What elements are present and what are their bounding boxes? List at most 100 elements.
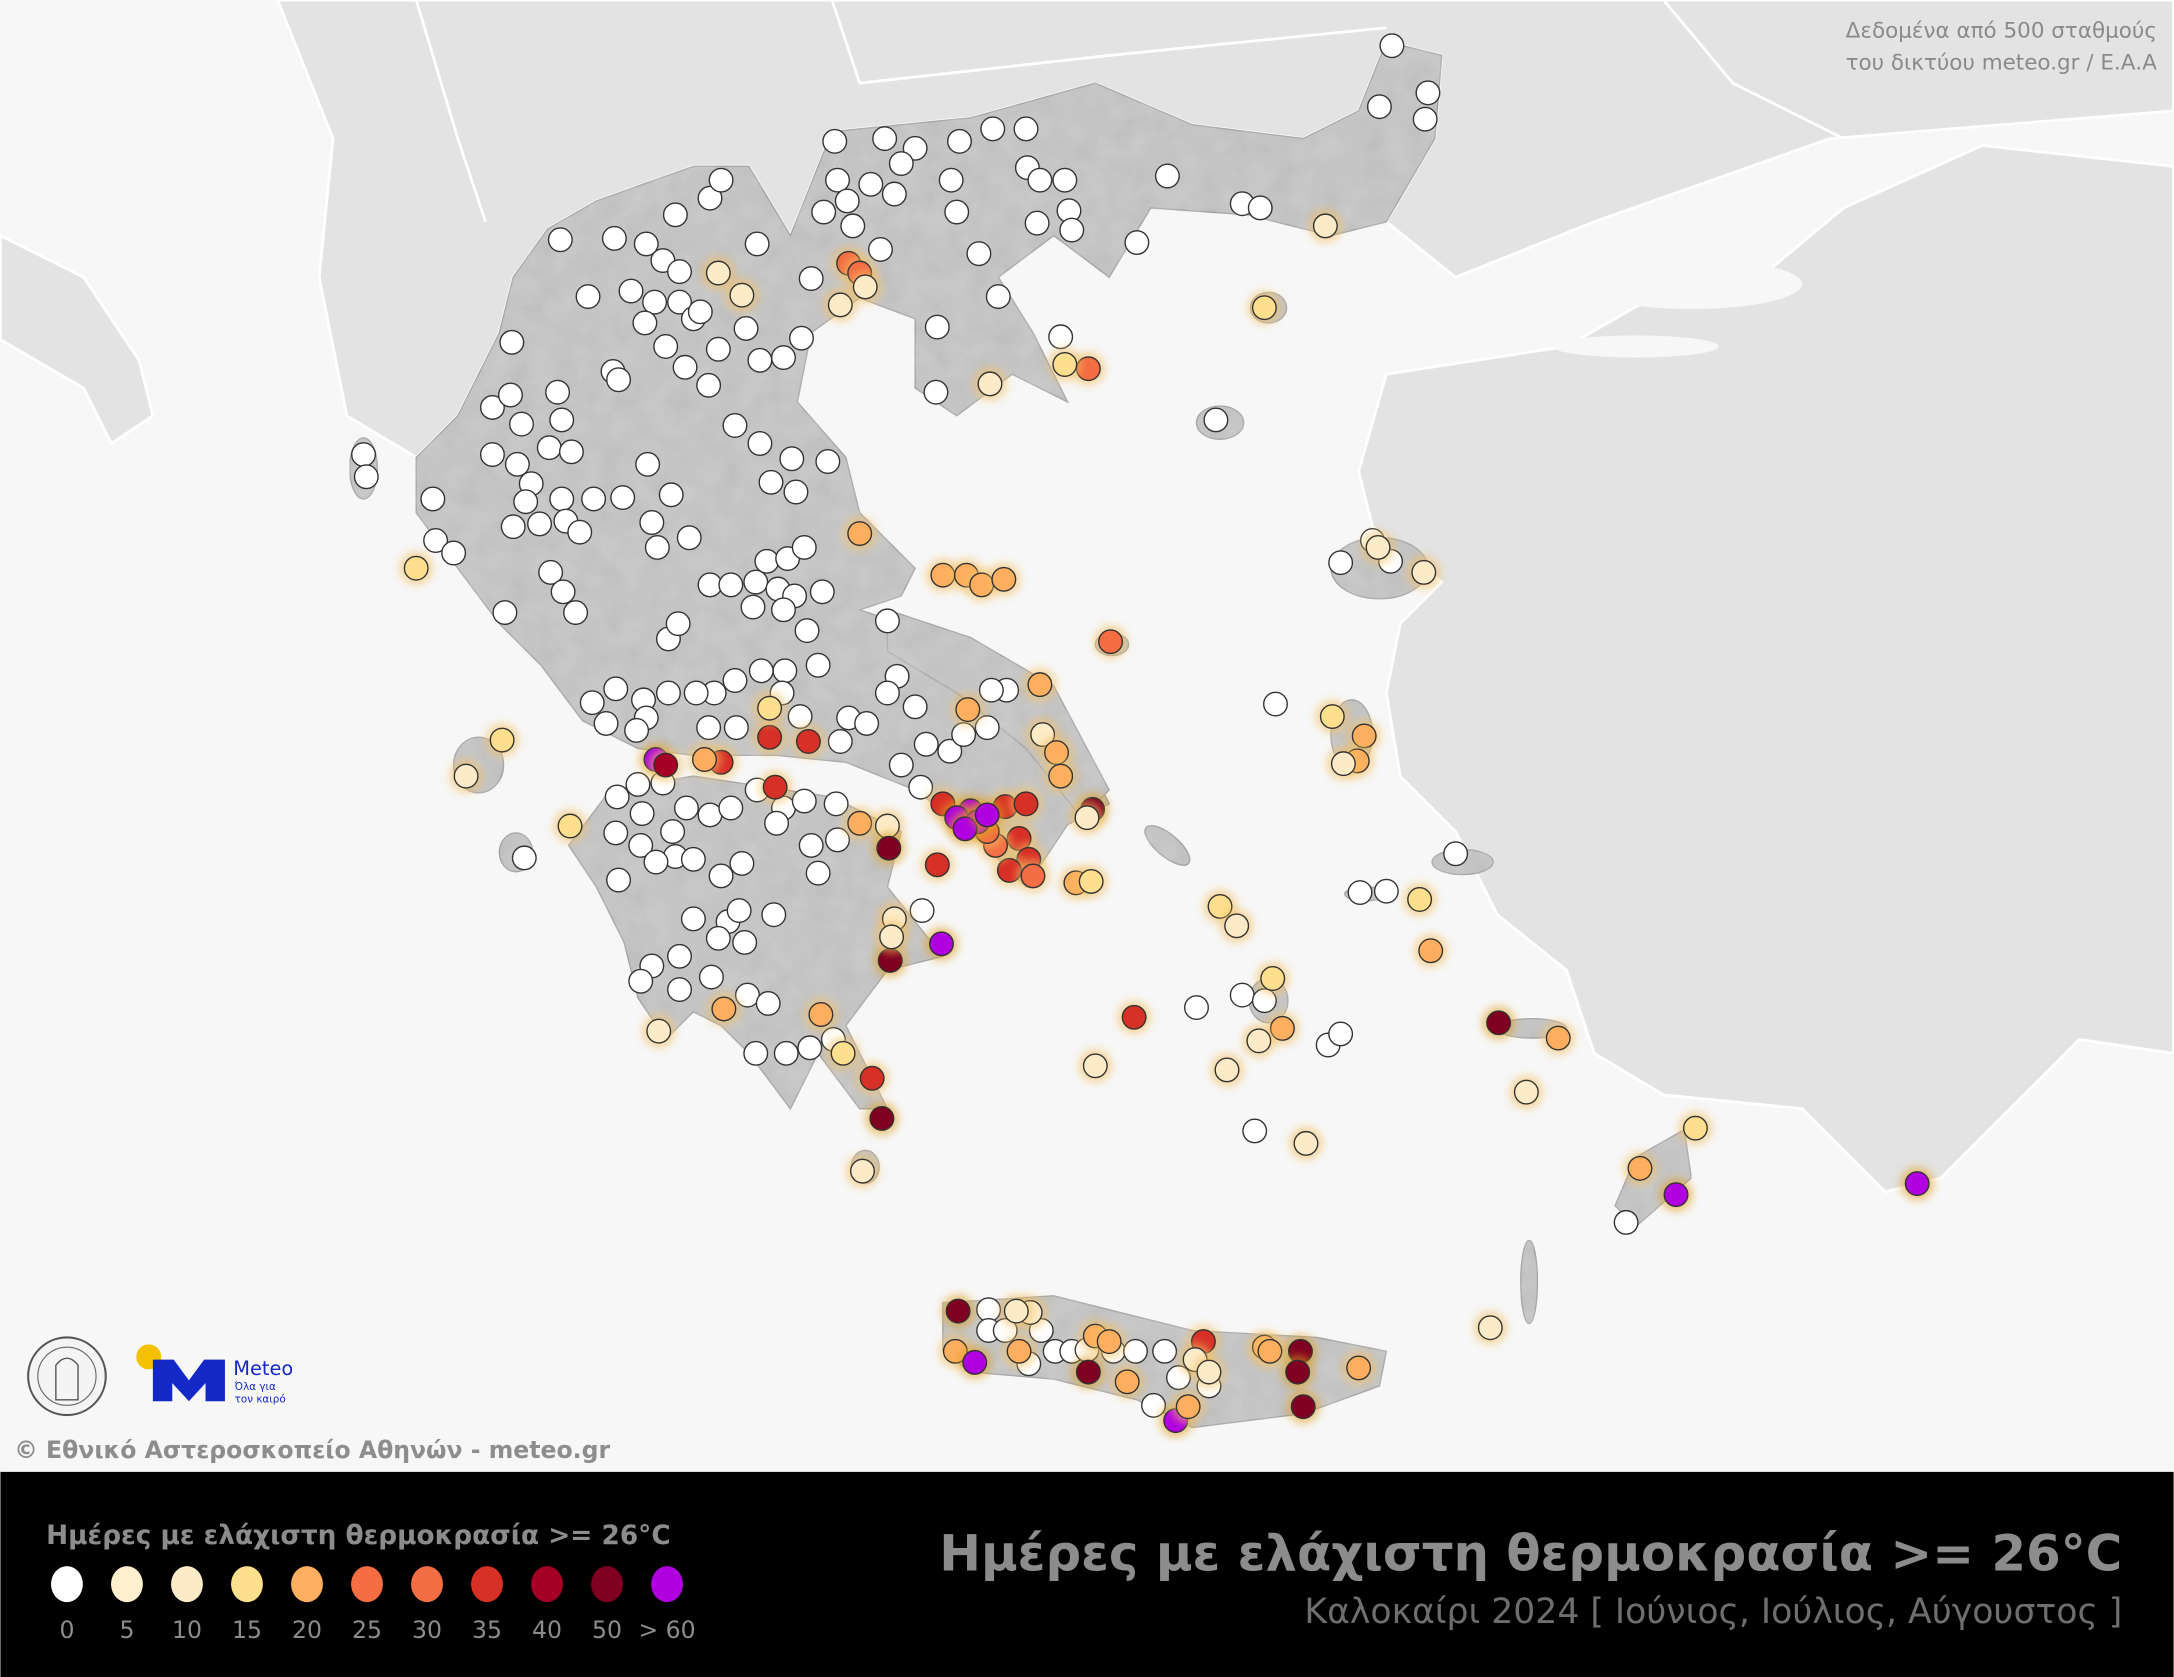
station-marker[interactable]	[509, 411, 535, 437]
station-marker[interactable]	[874, 608, 900, 634]
station-marker[interactable]	[952, 816, 978, 842]
station-marker[interactable]	[811, 199, 837, 225]
station-marker[interactable]	[859, 1065, 885, 1091]
station-marker[interactable]	[667, 259, 693, 285]
station-marker[interactable]	[834, 188, 860, 214]
station-marker[interactable]	[547, 227, 573, 253]
station-marker[interactable]	[676, 525, 702, 551]
station-marker[interactable]	[705, 925, 731, 951]
station-marker[interactable]	[680, 846, 706, 872]
station-marker[interactable]	[698, 964, 724, 990]
station-marker[interactable]	[692, 747, 717, 772]
station-marker[interactable]	[908, 774, 934, 800]
station-marker[interactable]	[579, 690, 605, 716]
station-marker[interactable]	[1545, 1025, 1571, 1051]
station-marker[interactable]	[1366, 94, 1392, 120]
station-marker[interactable]	[500, 514, 526, 540]
station-marker[interactable]	[797, 1035, 823, 1061]
station-marker[interactable]	[420, 486, 446, 512]
station-marker[interactable]	[1627, 1155, 1653, 1181]
station-marker[interactable]	[1184, 995, 1209, 1021]
station-marker[interactable]	[1263, 691, 1288, 717]
station-marker[interactable]	[1290, 1394, 1316, 1420]
station-marker[interactable]	[795, 729, 821, 754]
station-marker[interactable]	[1214, 1057, 1240, 1083]
station-marker[interactable]	[1024, 210, 1050, 236]
station-marker[interactable]	[798, 266, 824, 292]
station-marker[interactable]	[705, 260, 731, 286]
station-marker[interactable]	[708, 863, 734, 889]
station-marker[interactable]	[673, 795, 699, 821]
station-marker[interactable]	[499, 329, 525, 355]
station-marker[interactable]	[1319, 704, 1345, 730]
station-marker[interactable]	[453, 763, 479, 789]
station-marker[interactable]	[683, 680, 709, 706]
station-marker[interactable]	[947, 128, 972, 154]
station-marker[interactable]	[1330, 751, 1356, 777]
station-marker[interactable]	[629, 801, 655, 827]
station-marker[interactable]	[351, 442, 377, 468]
station-marker[interactable]	[779, 446, 805, 472]
station-marker[interactable]	[854, 710, 880, 736]
station-marker[interactable]	[696, 372, 722, 398]
station-marker[interactable]	[809, 579, 835, 605]
station-marker[interactable]	[563, 600, 589, 626]
station-marker[interactable]	[1373, 878, 1399, 904]
station-marker[interactable]	[1114, 1369, 1140, 1395]
station-marker[interactable]	[653, 752, 679, 778]
station-marker[interactable]	[708, 167, 734, 193]
station-marker[interactable]	[489, 727, 515, 753]
station-marker[interactable]	[1020, 863, 1046, 889]
station-marker[interactable]	[581, 486, 607, 512]
station-marker[interactable]	[1293, 1130, 1319, 1156]
station-marker[interactable]	[732, 929, 758, 955]
station-marker[interactable]	[1242, 1118, 1268, 1144]
station-marker[interactable]	[758, 469, 784, 495]
station-marker[interactable]	[1477, 1315, 1503, 1341]
station-marker[interactable]	[1154, 163, 1180, 189]
station-marker[interactable]	[1098, 629, 1124, 655]
station-marker[interactable]	[1075, 1359, 1101, 1385]
station-marker[interactable]	[1247, 195, 1273, 221]
station-marker[interactable]	[951, 722, 977, 748]
station-marker[interactable]	[1412, 106, 1438, 132]
station-marker[interactable]	[1257, 1338, 1283, 1364]
station-marker[interactable]	[441, 540, 467, 566]
station-marker[interactable]	[1312, 213, 1338, 239]
station-marker[interactable]	[874, 680, 900, 706]
station-marker[interactable]	[550, 579, 576, 605]
station-marker[interactable]	[847, 810, 873, 836]
station-marker[interactable]	[791, 534, 817, 560]
station-marker[interactable]	[644, 534, 670, 560]
station-marker[interactable]	[558, 439, 584, 465]
station-marker[interactable]	[665, 611, 691, 637]
station-marker[interactable]	[660, 819, 686, 845]
station-marker[interactable]	[798, 832, 824, 858]
station-marker[interactable]	[726, 898, 752, 924]
station-marker[interactable]	[1365, 534, 1391, 560]
station-marker[interactable]	[794, 618, 820, 644]
station-marker[interactable]	[761, 902, 787, 928]
station-marker[interactable]	[1141, 1392, 1166, 1418]
station-marker[interactable]	[722, 668, 748, 693]
station-marker[interactable]	[1027, 672, 1053, 698]
station-marker[interactable]	[827, 729, 853, 754]
station-marker[interactable]	[1123, 1338, 1148, 1364]
station-marker[interactable]	[603, 820, 629, 846]
station-marker[interactable]	[966, 241, 992, 267]
station-marker[interactable]	[850, 1158, 875, 1184]
station-marker[interactable]	[944, 199, 970, 225]
station-marker[interactable]	[974, 802, 1000, 828]
station-marker[interactable]	[733, 315, 759, 341]
station-marker[interactable]	[628, 968, 654, 994]
station-marker[interactable]	[1003, 1298, 1029, 1324]
station-marker[interactable]	[747, 431, 773, 456]
station-marker[interactable]	[1229, 982, 1255, 1008]
station-marker[interactable]	[764, 810, 790, 836]
station-marker[interactable]	[872, 126, 898, 152]
station-marker[interactable]	[1904, 1171, 1930, 1197]
station-marker[interactable]	[881, 181, 907, 207]
station-marker[interactable]	[479, 394, 505, 420]
station-marker[interactable]	[1663, 1182, 1689, 1208]
station-marker[interactable]	[743, 1040, 769, 1066]
